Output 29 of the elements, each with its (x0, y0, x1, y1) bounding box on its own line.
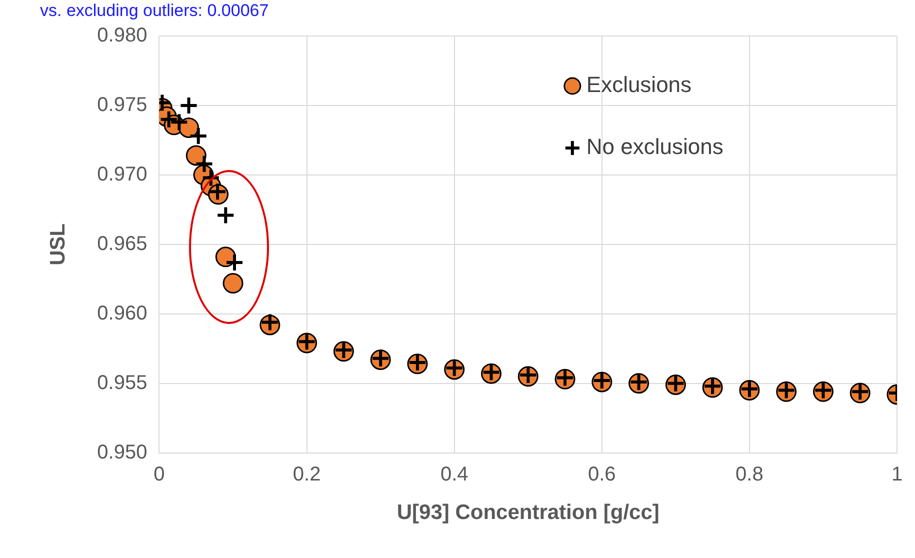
y-tick-label: 0.950 (97, 441, 148, 464)
y-tick-label: 0.960 (97, 302, 148, 324)
x-tick-label: 0.8 (736, 463, 764, 486)
point (179, 96, 198, 115)
point (222, 273, 244, 294)
text: vs. excluding outliers: 0.00067 (40, 1, 269, 21)
point (208, 182, 228, 202)
point (216, 206, 236, 225)
x-axis-title: U[93] Concentration [g/cc] (396, 501, 660, 524)
x-tick-label: 0.6 (588, 463, 616, 486)
point (170, 112, 189, 132)
y-tick-label: 0.970 (97, 163, 148, 186)
point (194, 154, 214, 174)
point (159, 110, 178, 129)
y-tick-label: 0.975 (97, 94, 148, 116)
y-tick-label: 0.980 (97, 24, 148, 47)
x-tick-label: 0.2 (292, 463, 321, 486)
y-tick-label: 0.965 (97, 232, 148, 255)
x-tick-label: 0.4 (440, 463, 468, 486)
point (186, 145, 206, 166)
y-axis-title: USL (46, 223, 70, 266)
point (225, 252, 244, 272)
point (188, 126, 208, 146)
legend-label: No exclusions (586, 134, 724, 160)
legend-label: Exclusions (586, 72, 692, 98)
point (260, 312, 280, 332)
y-tick-label: 0.955 (97, 372, 148, 394)
x-tick-label: 1 (891, 463, 903, 486)
x-tick-label: 0 (154, 463, 165, 486)
